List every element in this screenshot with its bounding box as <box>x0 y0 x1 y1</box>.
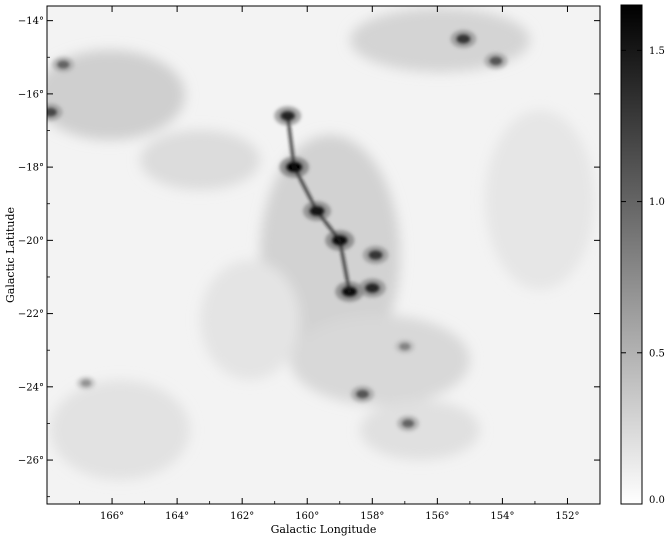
colorbar: 0.0 0.5 1.0 1.5 <box>620 4 665 506</box>
x-tick-label: 154° <box>490 511 514 522</box>
feature-core <box>399 342 411 351</box>
x-axis-label: Galactic Longitude <box>271 523 377 536</box>
feature-core <box>401 419 415 428</box>
y-tick-label: −18° <box>18 163 44 174</box>
y-axis: −14° −16° −18° −20° −22° −24° −26° <box>18 16 600 498</box>
y-tick-label: −24° <box>18 382 44 393</box>
y-tick-label: −14° <box>18 16 44 27</box>
x-tick-label: 156° <box>425 511 449 522</box>
feature-core <box>56 60 70 69</box>
feature-core <box>368 249 383 261</box>
image-panel <box>46 5 601 505</box>
colorbar-ticks: 0.0 0.5 1.0 1.5 <box>621 46 665 506</box>
x-tick-label: 166° <box>100 511 124 522</box>
y-axis-label: Galactic Latitude <box>4 207 17 303</box>
y-tick-label: −22° <box>18 309 44 320</box>
y-tick-label: −16° <box>18 89 44 100</box>
x-tick-label: 164° <box>165 511 189 522</box>
main-filament <box>286 114 351 294</box>
x-tick-label: 158° <box>360 511 384 522</box>
x-tick-label: 152° <box>555 511 579 522</box>
colorbar-tick-label: 1.0 <box>649 197 665 208</box>
feature-core <box>489 56 503 66</box>
feature-core <box>47 107 58 118</box>
y-tick-label: −20° <box>18 236 44 247</box>
feature-core <box>364 282 380 294</box>
feature-core <box>355 389 370 399</box>
dense-features <box>47 29 508 432</box>
x-tick-label: 160° <box>295 511 319 522</box>
colorbar-tick-label: 0.0 <box>649 495 665 506</box>
feature-core <box>456 33 471 45</box>
colorbar-tick-label: 1.5 <box>649 46 665 57</box>
plot-frame <box>46 5 601 505</box>
x-tick-label: 162° <box>230 511 254 522</box>
colorbar-tick-label: 0.5 <box>649 348 665 359</box>
diffuse-emission <box>47 8 595 480</box>
x-axis: 166° 164° 162° 160° 158° 156° 154° 152° <box>79 6 601 522</box>
y-tick-label: −26° <box>18 456 44 467</box>
feature-core <box>80 379 92 387</box>
colorbar-gradient <box>620 4 643 505</box>
